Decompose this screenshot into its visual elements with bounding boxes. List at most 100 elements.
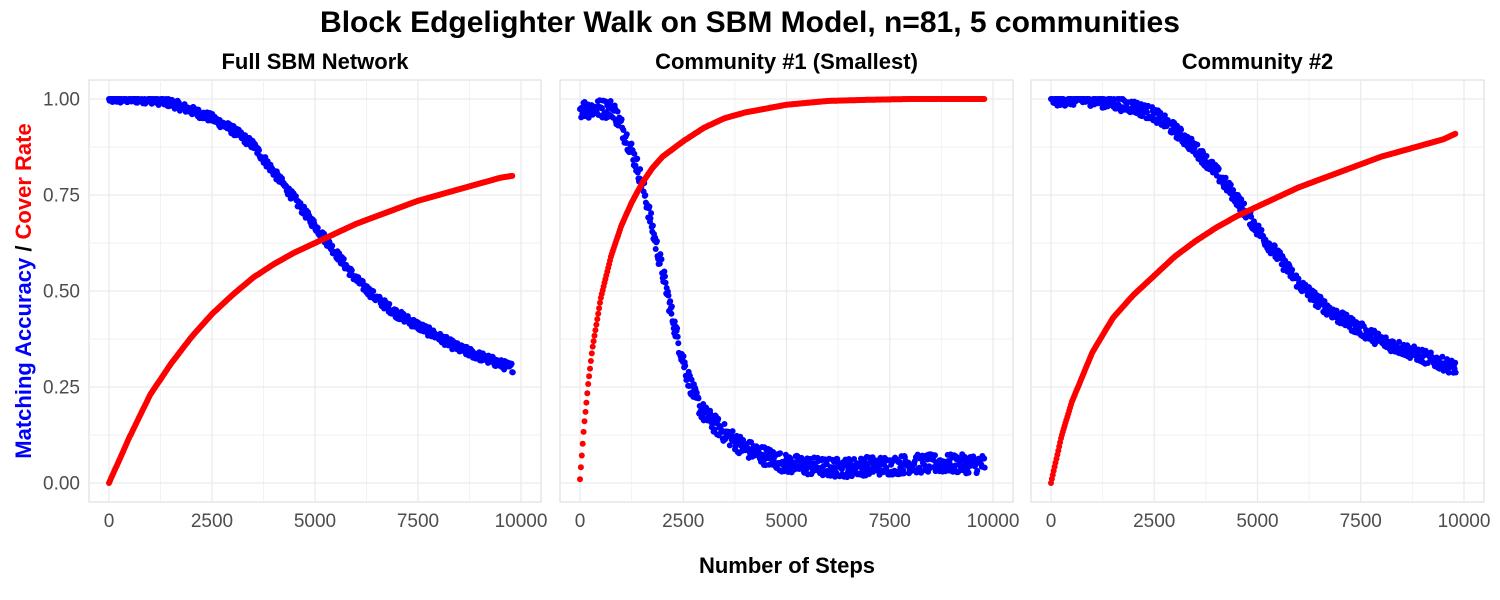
data-point bbox=[792, 459, 799, 466]
data-point bbox=[585, 381, 592, 387]
data-point bbox=[726, 442, 733, 449]
y-axis-label-accuracy: Matching Accuracy bbox=[11, 257, 36, 459]
data-point bbox=[329, 242, 336, 249]
data-point bbox=[1150, 115, 1157, 122]
data-point bbox=[584, 390, 591, 397]
x-tick-label: 2500 bbox=[191, 511, 233, 532]
data-point bbox=[918, 469, 925, 476]
data-point bbox=[667, 298, 674, 305]
data-point bbox=[583, 399, 590, 406]
panel-1: 0 2500 5000 7500 10000 0.00 0.25 0.50 0.75 1.00 Fu… bbox=[43, 49, 547, 532]
data-point bbox=[642, 192, 649, 199]
data-point bbox=[607, 98, 614, 104]
data-point bbox=[729, 428, 736, 435]
data-point bbox=[662, 273, 668, 280]
data-point bbox=[587, 365, 593, 372]
data-point bbox=[707, 411, 714, 418]
data-point bbox=[1161, 112, 1168, 119]
data-point bbox=[1203, 153, 1210, 159]
data-point bbox=[974, 467, 981, 474]
data-point bbox=[668, 303, 675, 310]
data-point bbox=[1439, 353, 1446, 360]
data-point bbox=[370, 288, 377, 295]
data-point bbox=[648, 210, 655, 217]
series-cover bbox=[106, 172, 516, 486]
x-tick-label: 0 bbox=[1046, 511, 1057, 532]
data-point bbox=[900, 470, 907, 477]
data-point bbox=[1215, 165, 1222, 172]
data-point bbox=[777, 450, 784, 457]
data-point bbox=[932, 452, 938, 459]
data-point bbox=[680, 353, 687, 360]
x-tick-label: 7500 bbox=[869, 511, 911, 532]
panel-2: 0 2500 5000 7500 10000 Community #1 (Smallest… bbox=[559, 49, 1020, 532]
data-point bbox=[981, 464, 988, 471]
data-point bbox=[637, 166, 644, 173]
series-accuracy bbox=[106, 96, 516, 376]
data-point bbox=[340, 256, 347, 262]
data-point bbox=[1445, 369, 1452, 376]
data-point bbox=[962, 461, 969, 468]
data-point bbox=[588, 350, 595, 357]
data-point bbox=[599, 105, 605, 112]
data-point bbox=[586, 373, 593, 380]
data-point bbox=[628, 140, 635, 147]
y-axis-label-cover: Cover Rate bbox=[11, 123, 36, 239]
data-point bbox=[1289, 266, 1296, 273]
data-point bbox=[657, 251, 664, 258]
x-tick-label: 5000 bbox=[1236, 511, 1278, 532]
data-point bbox=[661, 268, 668, 275]
panel-title: Community #2 bbox=[1182, 49, 1334, 74]
data-point bbox=[1452, 130, 1459, 137]
x-tick-label: 5000 bbox=[765, 511, 807, 532]
data-point bbox=[386, 301, 393, 307]
data-point bbox=[1258, 227, 1265, 233]
data-point bbox=[668, 310, 675, 317]
data-point bbox=[1194, 141, 1201, 148]
panel-title: Community #1 (Smallest) bbox=[655, 49, 918, 74]
data-point bbox=[1178, 126, 1185, 133]
data-point bbox=[653, 238, 660, 245]
data-point bbox=[1238, 196, 1245, 203]
x-tick-label: 10000 bbox=[1438, 511, 1491, 532]
data-point bbox=[590, 338, 597, 345]
data-point bbox=[580, 428, 587, 435]
y-tick-label: 0.50 bbox=[43, 282, 80, 303]
data-point bbox=[1144, 109, 1150, 116]
data-point bbox=[577, 476, 583, 483]
data-point bbox=[587, 358, 594, 364]
data-point bbox=[675, 340, 682, 347]
x-tick-label: 2500 bbox=[1133, 511, 1175, 532]
data-point bbox=[632, 162, 639, 169]
data-point bbox=[1222, 174, 1229, 181]
data-point bbox=[591, 332, 598, 339]
x-tick-label: 10000 bbox=[967, 511, 1020, 532]
y-tick-label: 0.25 bbox=[43, 378, 80, 399]
data-point bbox=[674, 325, 681, 332]
panel-title: Full SBM Network bbox=[221, 49, 409, 74]
data-point bbox=[1396, 338, 1403, 345]
data-point bbox=[921, 462, 928, 469]
data-point bbox=[1255, 222, 1262, 229]
data-point bbox=[952, 462, 959, 469]
data-point bbox=[577, 464, 584, 471]
y-tick-label: 0.75 bbox=[43, 186, 80, 207]
x-tick-label: 7500 bbox=[1340, 511, 1382, 532]
data-point bbox=[674, 333, 681, 340]
x-tick-label: 0 bbox=[575, 511, 586, 532]
y-tick-label: 0.00 bbox=[43, 474, 80, 495]
x-tick-label: 7500 bbox=[397, 511, 439, 532]
data-point bbox=[582, 408, 589, 415]
data-point bbox=[592, 327, 599, 334]
data-point bbox=[1227, 181, 1234, 188]
data-point bbox=[647, 215, 654, 222]
data-point bbox=[981, 455, 988, 462]
data-point bbox=[634, 155, 641, 162]
series-cover bbox=[577, 96, 988, 483]
data-point bbox=[631, 150, 638, 157]
data-point bbox=[509, 172, 516, 179]
data-point bbox=[1241, 200, 1248, 207]
data-point bbox=[682, 362, 689, 369]
x-tick-label: 0 bbox=[104, 511, 115, 532]
data-point bbox=[618, 116, 625, 123]
